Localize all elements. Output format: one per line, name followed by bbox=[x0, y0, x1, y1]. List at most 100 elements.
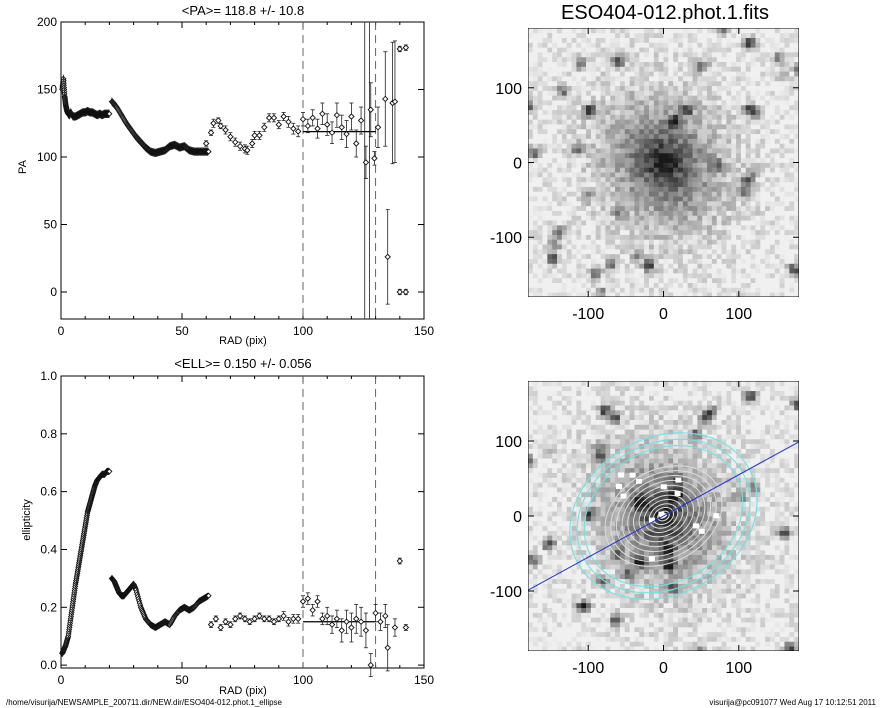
image-pixel bbox=[561, 133, 568, 139]
image-pixel bbox=[668, 66, 674, 72]
image-pixel bbox=[736, 224, 742, 231]
image-pixel bbox=[726, 268, 732, 274]
image-pixel bbox=[779, 138, 785, 144]
image-pixel bbox=[615, 85, 621, 91]
image-pixel bbox=[634, 215, 640, 221]
image-pixel bbox=[586, 268, 592, 274]
image-pixel bbox=[731, 253, 737, 259]
image-pixel bbox=[557, 292, 563, 297]
image-pixel bbox=[740, 61, 747, 67]
image-pixel bbox=[668, 100, 674, 106]
image-pixel bbox=[760, 253, 766, 259]
image-pixel bbox=[702, 167, 708, 173]
image-pixel bbox=[547, 176, 553, 183]
image-pixel bbox=[692, 138, 698, 144]
image-pixel bbox=[726, 215, 732, 221]
image-pixel bbox=[624, 76, 631, 82]
image-pixel bbox=[576, 167, 582, 173]
image-pixel bbox=[755, 200, 761, 207]
image-pixel bbox=[711, 167, 718, 173]
image-pixel bbox=[561, 37, 568, 43]
image-pixel bbox=[745, 52, 752, 58]
data-point bbox=[261, 124, 268, 131]
image-pixel bbox=[576, 287, 582, 293]
image-pixel bbox=[629, 215, 635, 221]
image-pixel bbox=[745, 258, 752, 264]
image-pixel bbox=[682, 229, 689, 235]
image-pixel bbox=[629, 200, 635, 207]
image-pixel bbox=[610, 148, 616, 154]
image-pixel bbox=[639, 32, 645, 39]
image-pixel bbox=[644, 157, 650, 163]
image-pixel bbox=[644, 215, 650, 221]
image-pixel bbox=[634, 229, 640, 235]
image-pixel bbox=[726, 205, 732, 211]
image-pixel bbox=[731, 152, 737, 159]
image-pixel bbox=[561, 95, 568, 101]
image-pixel bbox=[678, 66, 684, 72]
image-pixel bbox=[687, 215, 693, 221]
image-pixel bbox=[769, 109, 776, 115]
image-pixel bbox=[552, 133, 558, 139]
image-pixel bbox=[731, 210, 737, 216]
image-pixel bbox=[595, 28, 601, 34]
image-pixel bbox=[542, 191, 548, 197]
image-pixel bbox=[707, 172, 713, 178]
image-pixel bbox=[590, 248, 597, 255]
image-pixel bbox=[731, 186, 737, 192]
image-pixel bbox=[532, 186, 539, 192]
image-pixel bbox=[537, 239, 543, 245]
image-pixel bbox=[644, 95, 650, 101]
image-pixel bbox=[528, 258, 534, 264]
image-pixel bbox=[673, 200, 679, 207]
image-pixel bbox=[571, 128, 577, 135]
image-pixel bbox=[682, 56, 689, 63]
image-pixel bbox=[726, 176, 732, 183]
image-pixel bbox=[687, 205, 693, 211]
image-pixel bbox=[629, 32, 635, 39]
image-pixel bbox=[532, 181, 539, 187]
image-pixel bbox=[779, 124, 785, 130]
data-point bbox=[270, 114, 278, 122]
image-pixel bbox=[702, 138, 708, 144]
x-tick-label: 150 bbox=[414, 673, 434, 687]
image-pixel bbox=[629, 186, 635, 192]
image-pixel bbox=[566, 37, 572, 43]
image-pixel bbox=[658, 272, 664, 279]
image-pixel bbox=[707, 66, 713, 72]
image-pixel bbox=[736, 186, 742, 192]
image-pixel bbox=[697, 133, 703, 139]
image-pixel bbox=[682, 90, 689, 96]
image-pixel bbox=[542, 248, 548, 255]
image-pixel bbox=[726, 37, 732, 43]
image-pixel bbox=[702, 71, 708, 77]
image-pixel bbox=[740, 100, 747, 106]
image-pixel bbox=[702, 119, 708, 125]
image-pixel bbox=[707, 200, 713, 207]
image-pixel bbox=[566, 176, 572, 183]
image-pixel bbox=[711, 239, 718, 245]
image-pixel bbox=[561, 191, 568, 197]
image-pixel bbox=[624, 104, 631, 111]
image-pixel bbox=[586, 71, 592, 77]
image-pixel bbox=[552, 220, 558, 226]
image-pixel bbox=[687, 253, 693, 259]
data-point bbox=[275, 615, 283, 623]
image-pixel bbox=[644, 109, 650, 115]
image-pixel bbox=[774, 234, 781, 240]
image-pixel bbox=[615, 80, 621, 87]
image-pixel bbox=[629, 109, 635, 115]
image-pixel bbox=[648, 104, 655, 111]
image-pixel bbox=[634, 138, 640, 144]
image-pixel bbox=[639, 234, 645, 240]
image-pixel bbox=[648, 200, 655, 207]
image-pixel bbox=[750, 220, 756, 226]
image-pixel bbox=[736, 277, 742, 283]
image-pixel bbox=[557, 224, 563, 231]
image-pixel bbox=[721, 109, 727, 115]
image-pixel bbox=[750, 229, 756, 235]
image-pixel bbox=[644, 124, 650, 130]
image-pixel bbox=[595, 52, 601, 58]
image-pixel bbox=[779, 234, 785, 240]
image-pixel bbox=[736, 191, 742, 197]
